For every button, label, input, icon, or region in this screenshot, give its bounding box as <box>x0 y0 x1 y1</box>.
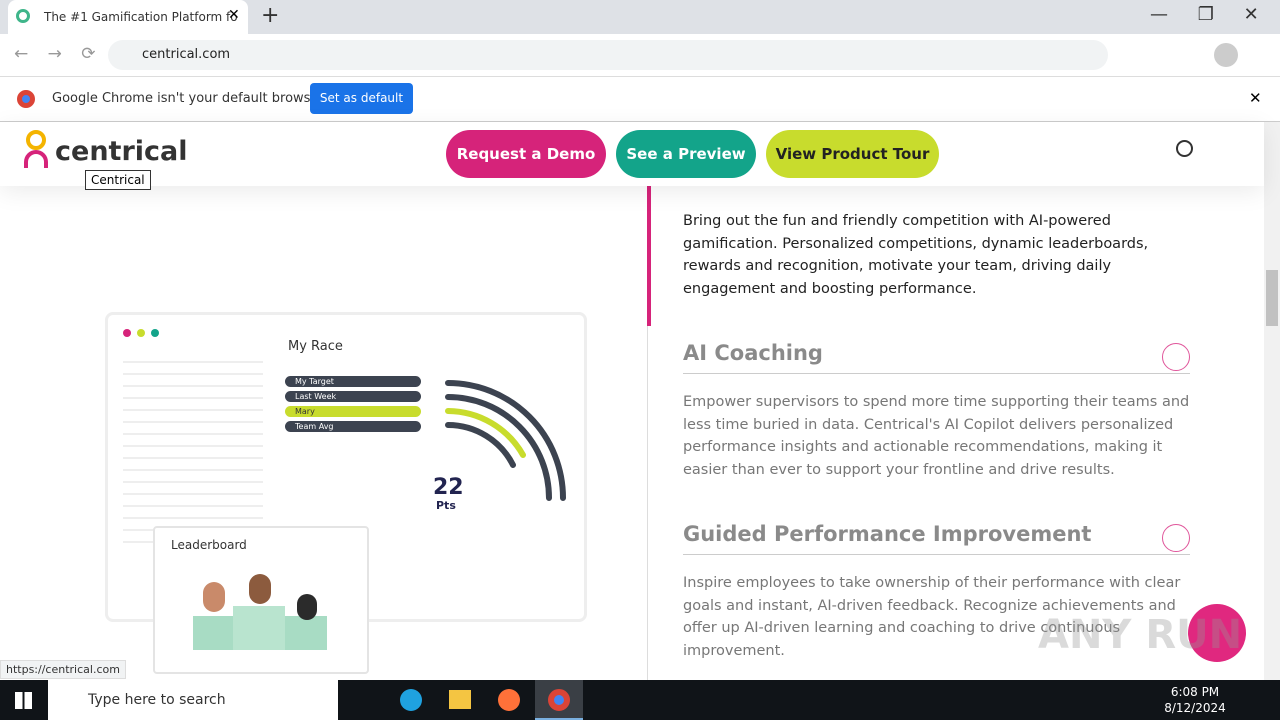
section-title-text: Guided Performance Improvement <box>683 522 1092 546</box>
chrome-task-icon <box>548 689 570 711</box>
nav-buttons[interactable]: ← → ⟳ <box>14 44 96 64</box>
points-unit: Pts <box>436 499 456 512</box>
chat-button[interactable] <box>1188 604 1246 662</box>
leaderboard-title: Leaderboard <box>171 538 247 552</box>
race-arcs <box>445 380 566 501</box>
expand-icon[interactable] <box>1162 524 1190 552</box>
intro-text: Bring out the fun and friendly competiti… <box>683 213 1149 297</box>
search-placeholder: Type here to search <box>88 692 226 708</box>
avatar <box>297 594 317 620</box>
set-default-button[interactable]: Set as default <box>310 83 413 114</box>
points: 22 <box>433 475 464 500</box>
section-body: Empower supervisors to spend more time s… <box>683 394 1190 478</box>
site-header: centrical Centrical Request a Demo See a… <box>0 122 1264 190</box>
chrome-task[interactable] <box>535 680 583 720</box>
expand-icon[interactable] <box>1162 343 1190 371</box>
section-title-text: AI Coaching <box>683 341 823 365</box>
logo-mark-base <box>24 150 48 168</box>
logo[interactable]: centrical <box>55 136 188 167</box>
status-url: https://centrical.com <box>0 660 126 679</box>
chrome-icon <box>17 90 35 108</box>
race-title: My Race <box>288 339 343 354</box>
url-field[interactable]: centrical.com <box>108 40 1108 70</box>
taskbar: Type here to search 6:08 PM 8/12/2024 <box>0 680 1280 720</box>
favicon <box>16 9 30 23</box>
url-text: centrical.com <box>142 47 231 62</box>
divider <box>647 186 648 680</box>
avatar <box>249 574 271 604</box>
scrollbar[interactable] <box>1264 122 1280 680</box>
podium-top <box>233 606 285 650</box>
preview-button[interactable]: See a Preview <box>616 130 756 178</box>
tooltip: Centrical <box>85 170 151 190</box>
section-title[interactable]: Guided Performance Improvement <box>683 522 1190 555</box>
explorer-icon[interactable] <box>449 690 471 709</box>
legend-item: My Target <box>285 376 421 387</box>
legend-item: Last Week <box>285 391 421 402</box>
window-controls[interactable]: — ❐ ✕ <box>1150 4 1259 25</box>
clock[interactable]: 6:08 PM 8/12/2024 <box>1160 684 1230 716</box>
info-message: Google Chrome isn't your default browser <box>52 91 324 106</box>
address-bar: ← → ⟳ centrical.com <box>0 34 1280 77</box>
edge-icon[interactable] <box>400 689 422 711</box>
demo-button[interactable]: Request a Demo <box>446 130 606 178</box>
time: 6:08 PM <box>1170 685 1220 699</box>
logo-mark <box>26 130 46 150</box>
tab-close[interactable]: ✕ <box>228 7 240 23</box>
legend-item: Mary <box>285 406 421 417</box>
placeholder-lines <box>123 351 263 551</box>
taskbar-search[interactable]: Type here to search <box>48 680 338 720</box>
start-button[interactable] <box>15 692 32 709</box>
info-close[interactable]: ✕ <box>1249 89 1262 107</box>
leaderboard-card: Leaderboard <box>153 526 369 674</box>
scroll-thumb[interactable] <box>1266 270 1278 326</box>
profile[interactable] <box>1214 43 1238 67</box>
tab-bar: The #1 Gamification Platform fo ✕ + — ❐ … <box>0 0 1280 34</box>
window-dots <box>123 329 131 337</box>
section-body: Inspire employees to take ownership of t… <box>683 575 1181 659</box>
search-icon[interactable] <box>1176 140 1193 157</box>
browser-tab[interactable]: The #1 Gamification Platform fo <box>8 0 248 34</box>
tour-button[interactable]: View Product Tour <box>766 130 939 178</box>
watermark: ANY RUN <box>1038 612 1243 658</box>
date: 8/12/2024 <box>1164 701 1226 715</box>
section-title[interactable]: AI Coaching <box>683 341 1190 374</box>
firefox-icon[interactable] <box>498 689 520 711</box>
new-tab[interactable]: + <box>261 3 280 28</box>
tab-title: The #1 Gamification Platform fo <box>44 10 238 24</box>
info-bar: Google Chrome isn't your default browser… <box>0 77 1280 122</box>
legend-item: Team Avg <box>285 421 421 432</box>
avatar <box>203 582 225 612</box>
active-indicator <box>647 186 651 326</box>
